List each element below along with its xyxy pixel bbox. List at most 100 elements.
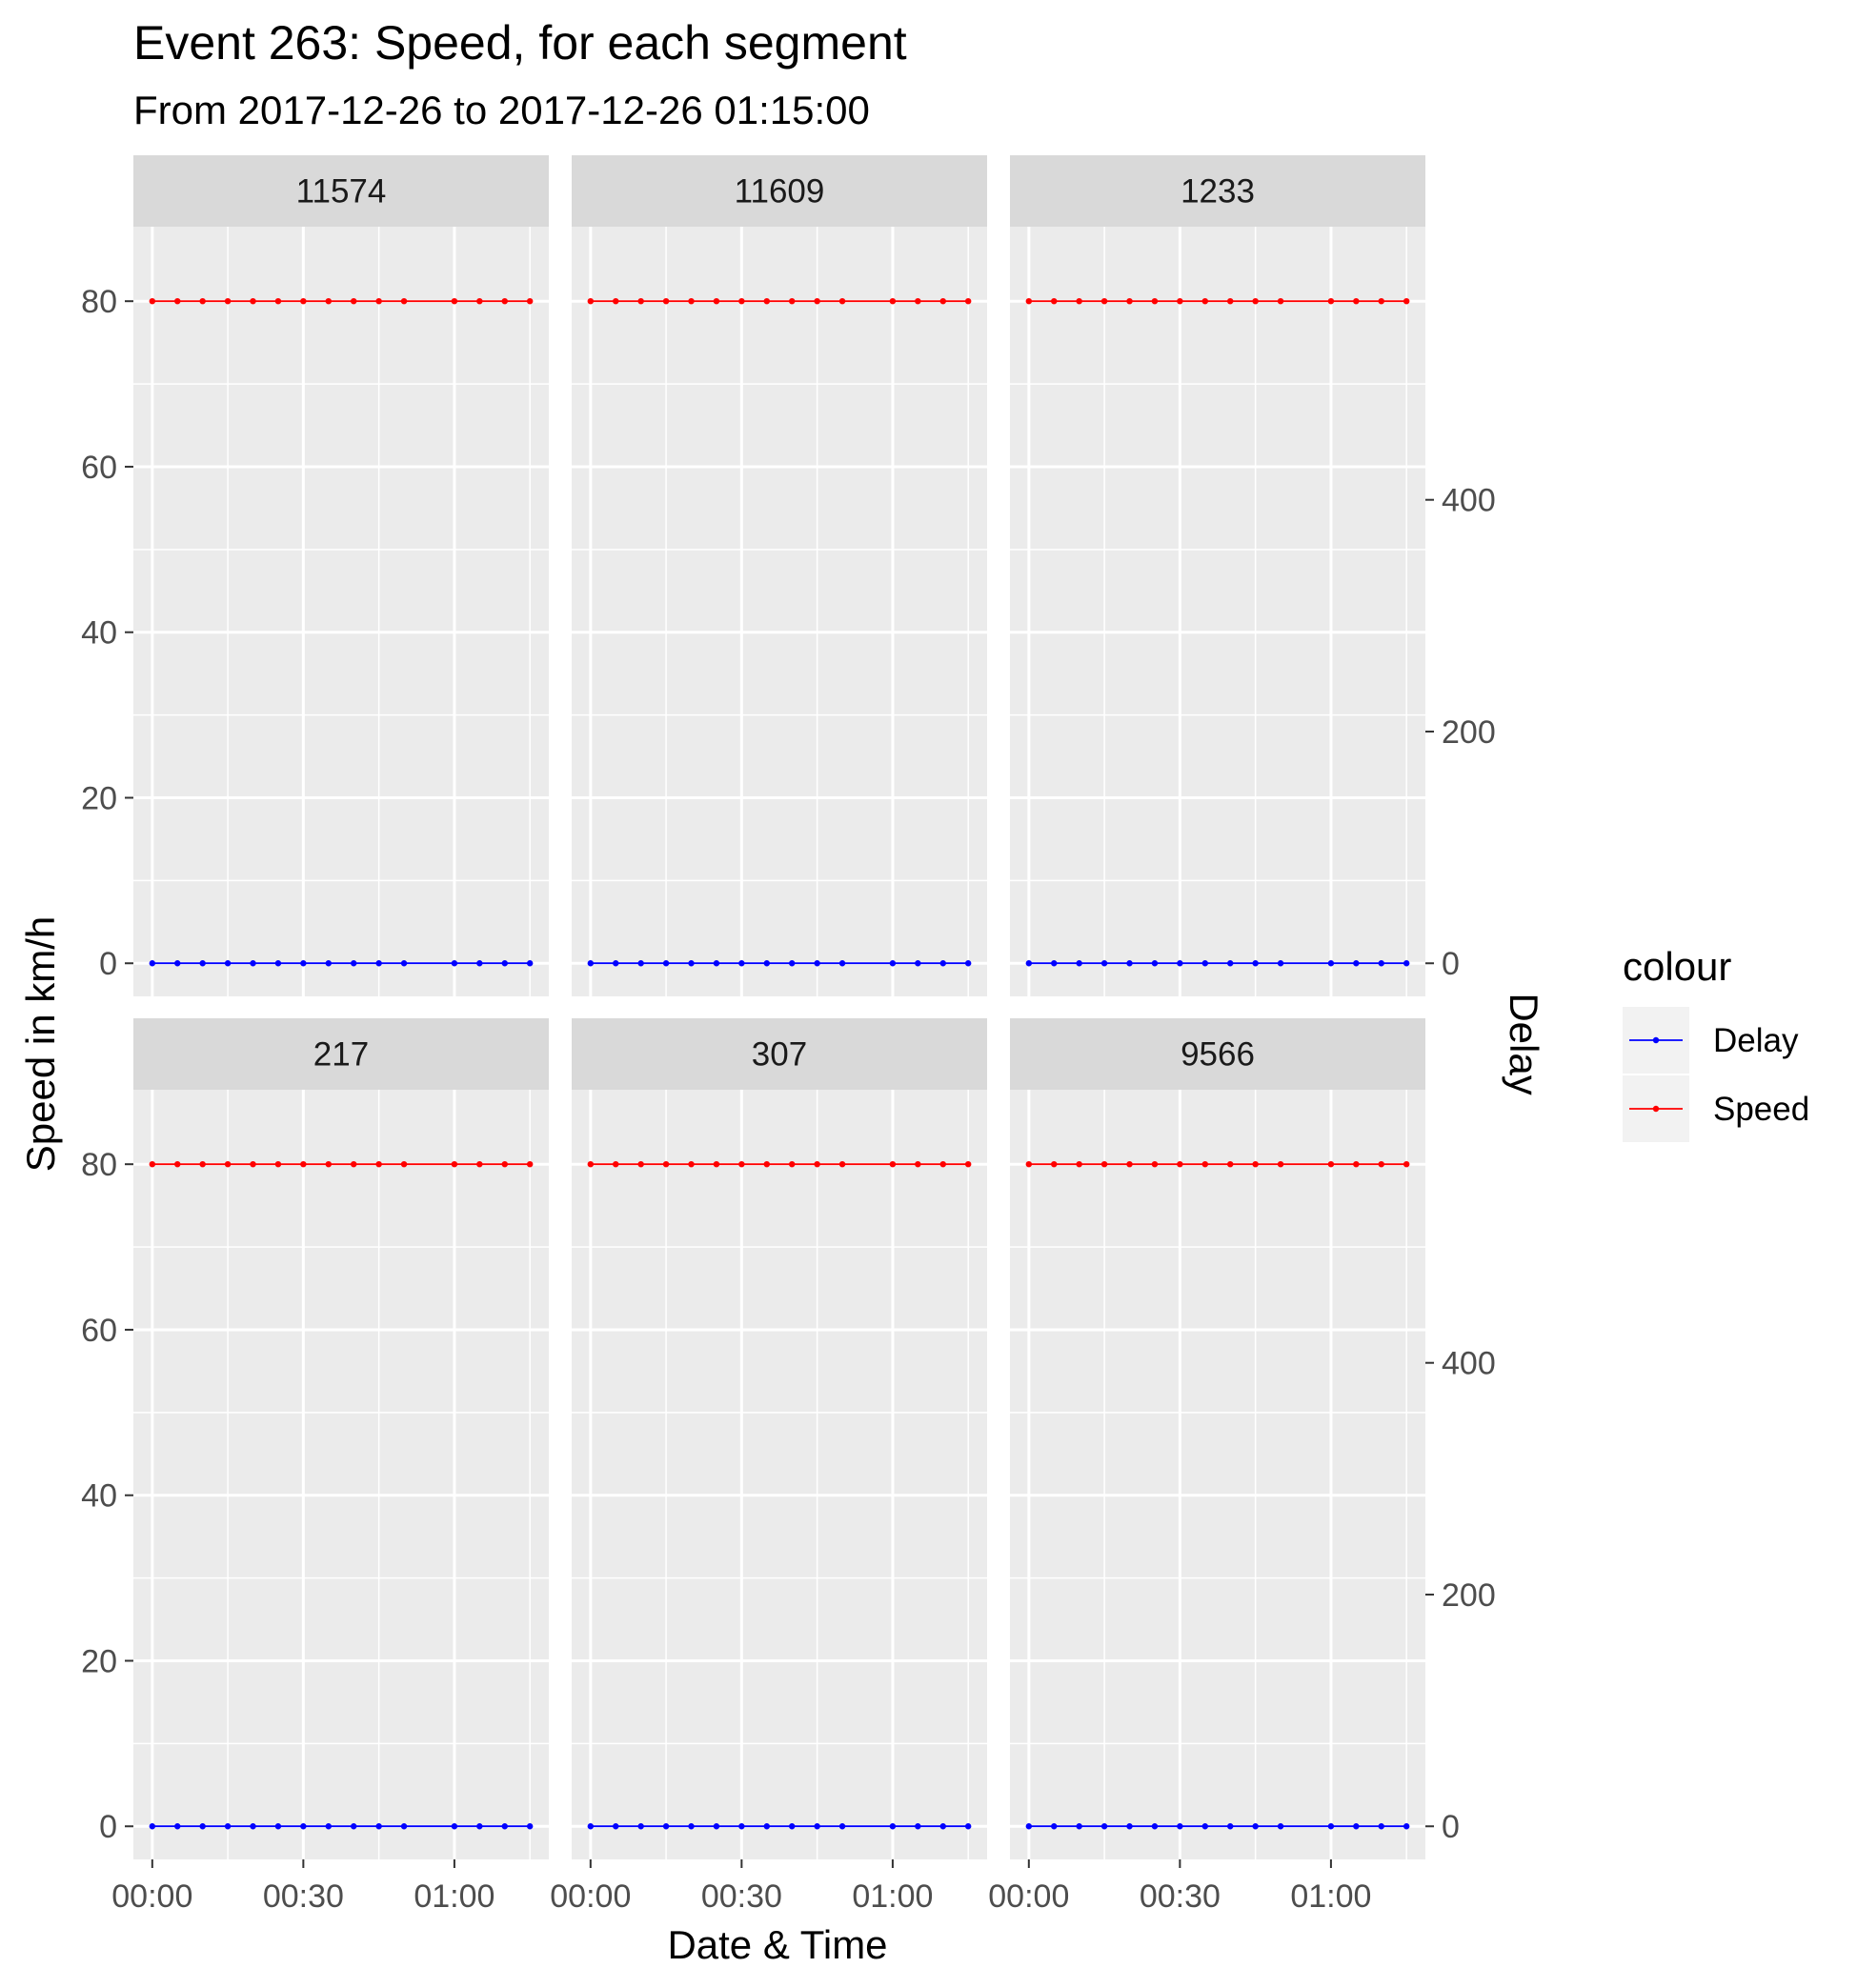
speed-point [1076,297,1082,305]
speed-point [174,1160,181,1168]
delay-point [814,960,820,967]
facet-panels: 11574 0 20 40 60 80 11609 1233 0 200 400 217 0 20 40 60… [81,155,1496,1915]
speed-point [587,1160,595,1168]
speed-point [476,1160,483,1168]
x-tick-label: 00:00 [550,1878,631,1915]
speed-point [889,1160,897,1168]
delay-point [351,1823,357,1830]
speed-point [915,297,921,305]
delay-point [838,960,846,967]
speed-point [300,1160,307,1168]
delay-point [713,960,720,967]
speed-point [351,1160,357,1168]
delay-point [224,960,232,967]
y-tick-label: 0 [99,1809,117,1845]
delay-point [789,1823,796,1830]
speed-point [1151,297,1159,305]
delay-point [1403,1823,1410,1830]
speed-point [1252,1160,1259,1168]
delay-point [325,960,332,967]
facet-panel-217: 217 0 20 40 60 80 00:00 00:30 01:00 [81,1018,549,1915]
delay-point [889,1823,897,1830]
panel-background [133,227,549,996]
delay-point [1076,960,1082,967]
chart-subtitle: From 2017-12-26 to 2017-12-26 01:15:00 [133,88,870,132]
delay-point [1353,960,1360,967]
y-tick-label: 80 [81,284,117,320]
speed-point [224,297,232,305]
facet-strip-label: 217 [313,1036,369,1074]
delay-point [199,960,206,967]
delay-point [1378,1823,1384,1830]
speed-point [400,297,408,305]
speed-point [224,1160,232,1168]
speed-point [613,297,619,305]
delay-point [451,960,458,967]
speed-point [964,297,972,305]
legend-point-speed [1652,1105,1660,1113]
delay-point [915,960,921,967]
speed-point [325,1160,332,1168]
delay-point [1100,960,1108,967]
speed-point [300,297,307,305]
delay-point [1025,960,1033,967]
delay-point [587,960,595,967]
delay-point [662,1823,670,1830]
delay-point [451,1823,458,1830]
speed-point [149,297,156,305]
delay-point [1353,1823,1360,1830]
delay-point [1177,1823,1183,1830]
delay-point [375,960,382,967]
facet-panel-9566: 9566 0 200 400 00:00 00:30 01:00 [988,1018,1496,1915]
delay-point [915,1823,921,1830]
delay-point [1327,960,1335,967]
speed-point [1126,297,1133,305]
y-tick-label: 20 [81,780,117,816]
y-tick-label: 40 [81,615,117,652]
speed-point [1378,1160,1384,1168]
delay-point [351,960,357,967]
x-tick-label: 01:00 [1290,1878,1371,1915]
legend-label-speed: Speed [1713,1091,1809,1128]
x-tick-label: 01:00 [852,1878,933,1915]
delay-point [476,1823,483,1830]
speed-point [1177,297,1183,305]
delay-point [1227,1823,1234,1830]
delay-point [814,1823,820,1830]
delay-point [1126,960,1133,967]
delay-point [1100,1823,1108,1830]
speed-point [526,297,534,305]
y2-tick-label: 0 [1442,946,1460,982]
speed-point [1201,297,1208,305]
speed-point [1025,297,1033,305]
delay-point [1201,1823,1208,1830]
speed-point [688,1160,695,1168]
speed-point [789,1160,796,1168]
delay-point [1151,1823,1159,1830]
legend-label-delay: Delay [1713,1022,1799,1059]
delay-point [325,1823,332,1830]
delay-point [713,1823,720,1830]
speed-point [199,297,206,305]
delay-point [1252,960,1259,967]
delay-point [838,1823,846,1830]
speed-point [1327,1160,1335,1168]
speed-point [789,297,796,305]
speed-point [662,1160,670,1168]
delay-point [587,1823,595,1830]
speed-point [274,297,282,305]
delay-point [149,1823,156,1830]
speed-point [1151,1160,1159,1168]
delay-point [1025,1823,1033,1830]
delay-point [1126,1823,1133,1830]
delay-point [526,1823,534,1830]
delay-point [1051,1823,1058,1830]
delay-point [375,1823,382,1830]
delay-point [174,1823,181,1830]
panel-background [572,1090,987,1859]
speed-point [451,297,458,305]
speed-point [1100,297,1108,305]
facet-strip [1010,1018,1425,1090]
x-tick-label: 00:30 [1140,1878,1221,1915]
delay-point [939,960,946,967]
